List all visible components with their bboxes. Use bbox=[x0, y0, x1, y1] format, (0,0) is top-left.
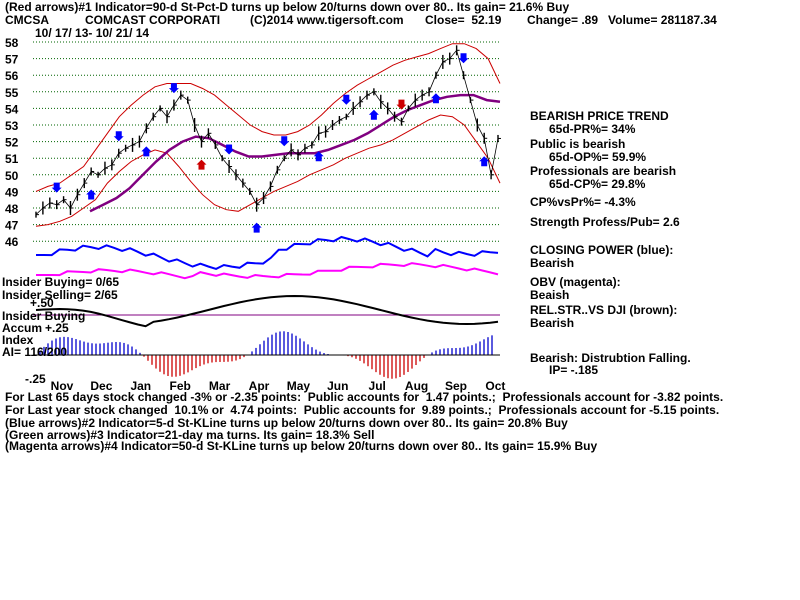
x-tick-label: Oct bbox=[485, 379, 505, 393]
volume-value: Volume= 281187.34 bbox=[608, 13, 717, 27]
y-tick-label: 48 bbox=[5, 202, 19, 216]
gridlines bbox=[33, 41, 500, 242]
buy-arrow-icon bbox=[430, 93, 441, 104]
plus25-label: +.25 bbox=[45, 321, 69, 335]
y-tick-label: 57 bbox=[5, 53, 19, 67]
index-label: Index bbox=[2, 333, 34, 347]
op-value: 65d-OP%= 59.9% bbox=[549, 150, 647, 164]
y-tick-label: 46 bbox=[5, 235, 19, 249]
y-tick-label: 51 bbox=[5, 152, 19, 166]
footer-green-arrows: (Green arrows)#3 Indicator=21-day ma tur… bbox=[5, 428, 375, 442]
y-axis-ticks: 58 57 56 55 54 53 52 51 50 49 48 47 46 bbox=[5, 36, 19, 249]
close-price: Close= 52.19 bbox=[425, 13, 502, 27]
x-tick-label: Sep bbox=[445, 379, 467, 393]
insider-buying-label: Insider Buying bbox=[2, 309, 86, 323]
x-tick-label: May bbox=[287, 379, 311, 393]
y-tick-label: 54 bbox=[5, 102, 19, 116]
closing-power-title: CLOSING POWER (blue): bbox=[530, 243, 674, 257]
price-line bbox=[35, 49, 499, 215]
copyright: (C)2014 www.tigersoft.com bbox=[250, 13, 404, 27]
x-axis-ticks: Nov Dec Jan Feb Mar Apr May Jun Jul Aug Sep Oct bbox=[51, 379, 506, 393]
relstr-value: Bearish bbox=[530, 316, 575, 330]
accum-layer bbox=[33, 294, 500, 379]
footer-year: For Last year stock changed 10.1% or 4.7… bbox=[5, 403, 720, 417]
x-tick-label: Feb bbox=[170, 379, 191, 393]
plus50-label: +.50 bbox=[30, 296, 54, 310]
buy-arrow-icon bbox=[196, 159, 207, 170]
price-layer bbox=[35, 45, 501, 218]
x-tick-label: Jun bbox=[327, 379, 348, 393]
date-range: 10/ 17/ 13- 10/ 21/ 14 bbox=[35, 26, 150, 40]
x-tick-label: Nov bbox=[51, 379, 74, 393]
y-tick-label: 49 bbox=[5, 185, 19, 199]
y-tick-label: 50 bbox=[5, 169, 19, 183]
footer-blue-arrows: (Blue arrows)#2 Indicator=5-d St-KLine t… bbox=[5, 416, 568, 430]
buy-arrow-icon bbox=[86, 189, 97, 200]
x-tick-label: Aug bbox=[405, 379, 428, 393]
relstr-title: REL.STR..VS DJI (brown): bbox=[530, 303, 678, 317]
minus25-label: -.25 bbox=[25, 372, 46, 386]
relative-strength-line bbox=[35, 294, 499, 328]
sell-arrow-icon bbox=[51, 182, 62, 193]
buy-arrow-icon bbox=[479, 156, 490, 167]
buy-arrow-icon bbox=[141, 146, 152, 157]
sell-arrow-icon bbox=[224, 144, 235, 155]
buy-arrow-icon bbox=[313, 151, 324, 162]
public-bearish: Public is bearish bbox=[530, 137, 626, 151]
sell-arrow-icon bbox=[113, 131, 124, 142]
closing-power-value: Bearish bbox=[530, 256, 575, 270]
y-tick-label: 47 bbox=[5, 219, 19, 233]
insider-selling: Insider Selling= 2/65 bbox=[2, 288, 118, 302]
closing-power-layer bbox=[36, 235, 499, 280]
x-tick-label: Dec bbox=[90, 379, 112, 393]
ai-label: AI= 116/200 bbox=[2, 345, 68, 359]
obv-value: Beaish bbox=[530, 288, 570, 302]
y-tick-label: 52 bbox=[5, 136, 19, 150]
obv-line bbox=[36, 262, 499, 280]
sell-arrow-icon bbox=[458, 53, 469, 64]
y-tick-label: 55 bbox=[5, 86, 19, 100]
ticker-symbol: CMCSA bbox=[5, 13, 49, 27]
pros-bearish: Professionals are bearish bbox=[530, 164, 677, 178]
trend-title: BEARISH PRICE TREND bbox=[530, 109, 669, 123]
y-tick-label: 56 bbox=[5, 69, 19, 83]
strength: Strength Profess/Pub= 2.6 bbox=[530, 215, 680, 229]
upper-band-line bbox=[35, 43, 501, 192]
sell-arrow-icon bbox=[168, 83, 179, 94]
pr-value: 65d-PR%= 34% bbox=[549, 122, 636, 136]
bands-layer bbox=[35, 43, 501, 227]
distribution-text: Bearish: Distrubtion Falling. bbox=[530, 351, 691, 365]
cp-value: 65d-CP%= 29.8% bbox=[549, 177, 646, 191]
company-name: COMCAST CORPORATI bbox=[85, 13, 221, 27]
sell-arrow-icon bbox=[341, 94, 352, 105]
sell-arrow-icon bbox=[279, 136, 290, 147]
change-value: Change= .89 bbox=[527, 13, 599, 27]
footer-65day: For Last 65 days stock changed -3% or -2… bbox=[5, 390, 724, 404]
x-tick-label: Apr bbox=[249, 379, 270, 393]
footer-magenta-arrows: (Magenta arrows)#4 Indicator=50-d St-KLi… bbox=[5, 439, 598, 453]
sell-arrow-icon bbox=[396, 99, 407, 110]
lower-band-line bbox=[35, 114, 501, 227]
x-tick-label: Jul bbox=[369, 379, 386, 393]
accum-label: Accum bbox=[2, 321, 43, 335]
header-indicator-line: (Red arrows)#1 Indicator=90-d St-Pct-D t… bbox=[5, 0, 570, 14]
cp-vs-pr: CP%vsPr%= -4.3% bbox=[530, 195, 636, 209]
y-tick-label: 58 bbox=[5, 36, 19, 50]
ip-value: IP= -.185 bbox=[549, 363, 599, 377]
closing-power-line bbox=[36, 235, 499, 270]
obv-title: OBV (magenta): bbox=[530, 275, 621, 289]
buy-arrow-icon bbox=[251, 222, 262, 233]
arrows-layer bbox=[51, 53, 490, 233]
x-tick-label: Mar bbox=[209, 379, 231, 393]
buy-arrow-icon bbox=[368, 109, 379, 120]
x-tick-label: Jan bbox=[130, 379, 151, 393]
y-tick-label: 53 bbox=[5, 119, 19, 133]
insider-buying: Insider Buying= 0/65 bbox=[2, 275, 120, 289]
